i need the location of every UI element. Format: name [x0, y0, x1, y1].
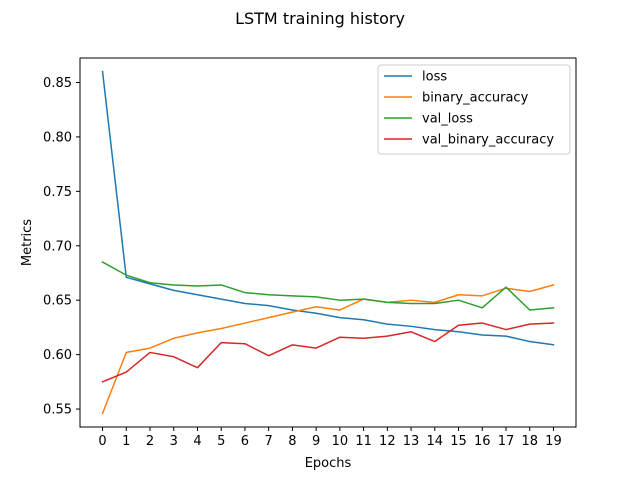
x-tick-label: 7 [265, 434, 273, 449]
x-tick-label: 12 [379, 434, 396, 449]
x-axis-ticks: 0 1 2 3 4 5 6 7 8 9 10 11 12 13 14 15 16 17 18 19 [98, 427, 562, 449]
legend-label: loss [422, 70, 447, 85]
x-tick-label: 0 [98, 434, 106, 449]
legend-label: val_binary_accuracy [422, 133, 554, 148]
x-tick-label: 4 [193, 434, 201, 449]
plot-frame [79, 57, 577, 428]
x-tick-label: 14 [427, 434, 444, 449]
legend-label: val_loss [422, 112, 473, 127]
x-tick-label: 8 [288, 434, 296, 449]
legend: loss binary_accuracy val_loss val_binary_ac… [377, 64, 571, 155]
x-tick-label: 18 [521, 434, 538, 449]
x-tick-label: 17 [498, 434, 515, 449]
chart-title: LSTM training history [235, 9, 405, 28]
y-tick-label: 0.65 [43, 294, 72, 309]
y-tick-label: 0.80 [43, 130, 72, 145]
x-tick-label: 13 [403, 434, 420, 449]
y-tick-label: 0.75 [43, 185, 72, 200]
y-tick-label: 0.55 [43, 403, 72, 418]
x-tick-label: 15 [450, 434, 467, 449]
series-line-val-binary-accuracy [101, 322, 555, 383]
x-tick-label: 19 [545, 434, 562, 449]
y-tick-label: 0.60 [43, 348, 72, 363]
series-lines [101, 70, 555, 415]
y-tick-label: 0.70 [43, 239, 72, 254]
x-tick-label: 11 [355, 434, 372, 449]
x-tick-label: 9 [312, 434, 320, 449]
series-line-binary-accuracy [101, 284, 555, 415]
x-tick-label: 1 [122, 434, 130, 449]
x-tick-label: 5 [217, 434, 225, 449]
legend-label: binary_accuracy [422, 91, 529, 106]
y-axis-ticks: 0.55 0.60 0.65 0.70 0.75 0.80 0.85 [43, 76, 80, 418]
x-tick-label: 3 [170, 434, 178, 449]
x-tick-label: 2 [146, 434, 154, 449]
x-tick-label: 6 [241, 434, 249, 449]
legend-box [377, 64, 571, 155]
series-line-loss [101, 70, 555, 346]
y-tick-label: 0.85 [43, 76, 72, 91]
y-axis-label: Metrics [20, 219, 35, 266]
series-line-val-loss [101, 261, 555, 311]
x-tick-label: 10 [332, 434, 349, 449]
x-axis-label: Epochs [305, 456, 352, 471]
x-tick-label: 16 [474, 434, 491, 449]
